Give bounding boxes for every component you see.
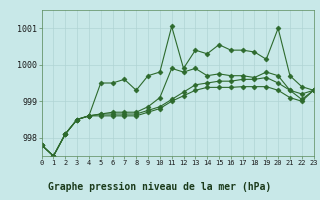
Text: Graphe pression niveau de la mer (hPa): Graphe pression niveau de la mer (hPa) [48,182,272,192]
